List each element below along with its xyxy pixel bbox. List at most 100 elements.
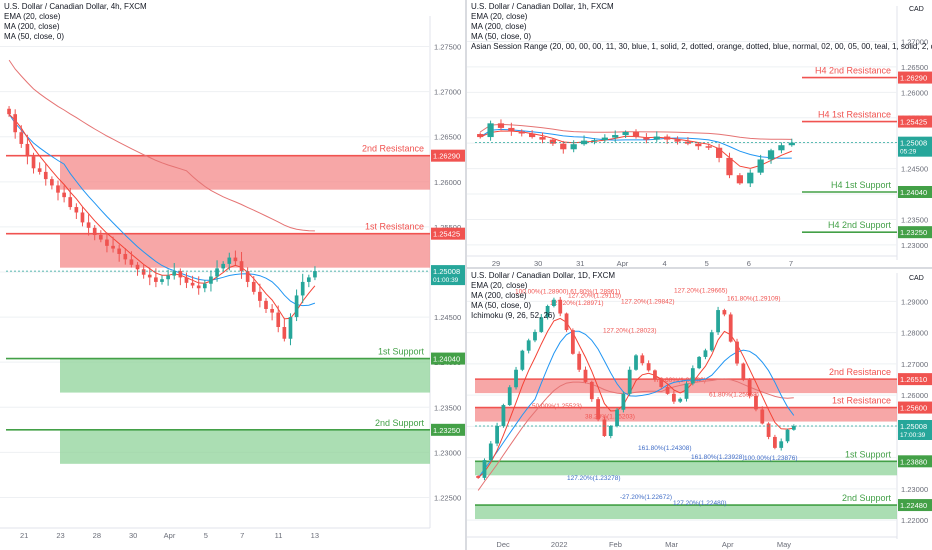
candle-body	[529, 133, 536, 138]
candle-body	[105, 239, 109, 246]
candle-body	[747, 379, 752, 396]
fib-level-label: 161.80%(1.23928)	[691, 454, 745, 461]
chart-svg-1d[interactable]: CAD1.290001.280001.270001.260001.250001.…	[467, 269, 932, 550]
indicator-label: MA (50, close, 0)	[4, 32, 65, 41]
candle-body	[653, 370, 657, 380]
time-tick-label: Apr	[617, 259, 629, 267]
candle-body	[476, 476, 481, 478]
candle-body	[117, 248, 122, 254]
candle-body	[591, 140, 598, 142]
candle-body	[646, 363, 651, 371]
time-tick-label: 6	[747, 259, 751, 267]
pane-divider-vertical[interactable]	[465, 0, 467, 550]
candle-body	[172, 271, 177, 276]
candle-body	[684, 383, 689, 399]
candle-body	[602, 419, 607, 436]
candle-body	[62, 192, 66, 198]
candle-body	[80, 212, 85, 223]
support-price-tag-label: 1.23250	[900, 228, 927, 237]
candle-body	[664, 136, 671, 140]
time-tick-label: 2022	[551, 540, 568, 549]
candle-body	[596, 399, 601, 420]
candle-body	[583, 369, 588, 382]
candle-body	[697, 356, 702, 369]
resistance-zone	[60, 155, 430, 190]
chart-panel-4h[interactable]: U.S. Dollar / Canadian Dollar, 4h, FXCM …	[0, 0, 465, 550]
price-tick-label: 1.28000	[901, 329, 928, 338]
chart-panel-1h[interactable]: U.S. Dollar / Canadian Dollar, 1h, FXCM …	[467, 0, 932, 267]
time-tick-label: 13	[311, 531, 319, 540]
support-price-tag	[898, 499, 932, 512]
pane-divider-horizontal[interactable]	[467, 267, 932, 269]
support-price-tag	[898, 226, 932, 239]
candle-body	[716, 310, 720, 333]
chart-panel-1d[interactable]: U.S. Dollar / Canadian Dollar, 1D, FXCM …	[467, 269, 932, 550]
price-tick-label: 1.23500	[901, 215, 928, 224]
indicator-label: EMA (20, close)	[471, 281, 528, 290]
candle-body	[622, 131, 629, 136]
candle-body	[560, 143, 567, 150]
fib-level-label: 127.20%(1.28971)	[550, 300, 604, 307]
candle-body	[209, 276, 213, 284]
support-price-tag-label: 1.23250	[433, 426, 460, 435]
fib-level-label: 78.60%(1.26880)	[656, 377, 706, 384]
candle-body	[690, 368, 695, 384]
candle-body	[773, 436, 777, 448]
fib-level-label: 100.00%(1.28900) 61.80%(1.28961)	[515, 289, 620, 296]
price-tick-label: 1.26000	[901, 88, 928, 97]
legend-1d: U.S. Dollar / Canadian Dollar, 1D, FXCM …	[471, 271, 615, 321]
candle-body	[313, 271, 317, 278]
fib-level-label: 127.20%(1.29842)	[621, 299, 675, 306]
candle-body	[665, 386, 670, 394]
price-tick-label: 1.27000	[434, 88, 461, 97]
candle-body	[766, 423, 771, 437]
candle-body	[19, 132, 24, 144]
candle-body	[166, 275, 170, 280]
chart-svg-4h[interactable]: 1.27500 1.27000 1.26500 1.26000 1.25500 1.250…	[0, 0, 465, 550]
candle-body	[632, 131, 640, 138]
chart-svg-1h[interactable]: CAD1.270001.265001.260001.255001.250001.…	[467, 0, 932, 267]
candle-body	[300, 281, 305, 296]
candle-body	[754, 395, 758, 410]
resistance-level-name: 1st Resistance	[365, 222, 424, 232]
candle-body	[488, 443, 493, 461]
ma200-line	[8, 59, 315, 232]
time-tick-label: Apr	[164, 531, 176, 540]
price-tick-label: 1.23000	[901, 485, 928, 494]
candle-body	[726, 157, 733, 176]
time-tick-label: 30	[129, 531, 137, 540]
support-price-tag	[898, 455, 932, 468]
support-level-name: 1st Support	[378, 347, 425, 357]
indicator-label: MA (200, close)	[471, 291, 527, 300]
indicator-label: Ichimoku (9, 26, 52, 26)	[471, 311, 556, 320]
candle-body	[147, 274, 152, 278]
chart-title: U.S. Dollar / Canadian Dollar, 1D, FXCM	[471, 271, 616, 280]
candle-body	[621, 393, 626, 410]
candle-body	[539, 317, 544, 332]
candle-body	[549, 139, 557, 144]
price-scale-currency: CAD	[909, 275, 924, 282]
resistance-level-name: 1st Resistance	[832, 396, 891, 406]
indicator-label: MA (200, close)	[471, 22, 527, 31]
candle-body	[608, 426, 613, 436]
candle-body	[601, 137, 608, 141]
candle-body	[760, 409, 765, 424]
support-price-tag	[431, 423, 465, 436]
candle-body	[233, 257, 238, 262]
resistance-level-name: 2nd Resistance	[829, 367, 891, 377]
candle-body	[25, 143, 30, 157]
fib-level-label: 61.80%(1.25968)	[709, 392, 759, 399]
candle-body	[640, 355, 645, 364]
time-tick-label: May	[777, 540, 791, 549]
candle-body	[92, 227, 97, 236]
fib-level-label: -27.20%(1.22672)	[620, 494, 672, 501]
resistance-price-tag-label: 1.26290	[900, 74, 927, 83]
candle-body	[123, 253, 128, 260]
candle-body	[178, 271, 183, 278]
candle-body	[564, 313, 569, 331]
time-tick-label: 11	[275, 531, 283, 540]
candle-body	[728, 314, 733, 342]
candle-body	[722, 310, 727, 315]
resistance-price-tag	[898, 401, 932, 414]
candle-body	[627, 369, 632, 394]
